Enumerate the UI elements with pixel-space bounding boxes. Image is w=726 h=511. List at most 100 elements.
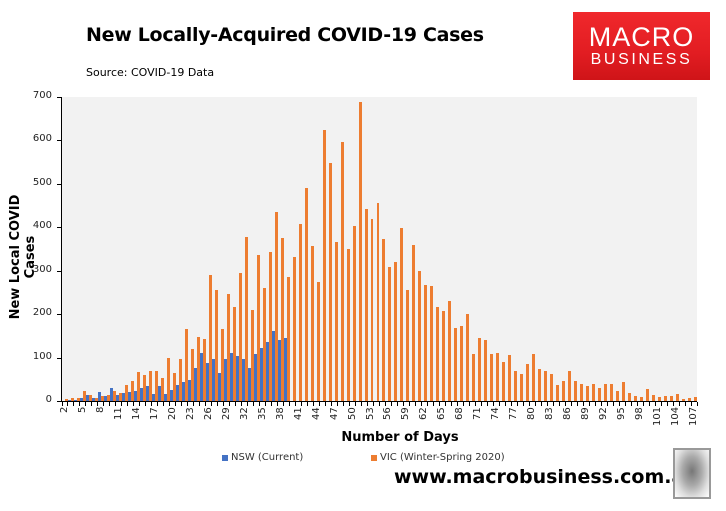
x-tick-mark xyxy=(115,402,117,406)
bar-vic xyxy=(424,284,428,401)
x-tick-mark xyxy=(187,402,189,406)
bar-vic xyxy=(136,371,140,401)
bar-nsw xyxy=(97,392,101,401)
bar-vic xyxy=(508,354,512,401)
bar-nsw xyxy=(115,394,119,401)
x-tick-mark xyxy=(337,402,339,406)
bar-nsw xyxy=(73,400,77,401)
x-tick-label: 95 xyxy=(616,407,628,420)
bar-vic xyxy=(502,361,506,401)
bar-vic xyxy=(226,293,230,401)
bar-nsw xyxy=(187,380,191,401)
bar-nsw xyxy=(139,387,143,401)
bar-vic xyxy=(496,352,500,401)
bar-vic xyxy=(88,395,92,401)
bar-vic xyxy=(358,102,362,401)
x-tick-mark xyxy=(510,402,512,406)
bar-nsw xyxy=(163,394,167,401)
bar-vic xyxy=(364,208,368,401)
bar-vic xyxy=(244,236,248,401)
bar-vic xyxy=(190,348,194,401)
x-tick-mark xyxy=(468,402,470,406)
x-tick-label: 89 xyxy=(580,407,592,420)
bar-nsw xyxy=(133,391,137,401)
bar-vic xyxy=(316,281,320,401)
bar-vic xyxy=(640,397,644,401)
bar-vic xyxy=(514,371,518,401)
y-tick-label: 400 xyxy=(32,220,52,232)
x-tick-mark xyxy=(474,402,476,406)
x-tick-mark xyxy=(402,402,404,406)
bar-vic xyxy=(460,326,464,401)
x-tick-label: 32 xyxy=(238,407,250,420)
bar-vic xyxy=(280,238,284,401)
x-tick-label: 50 xyxy=(346,407,358,420)
x-tick-mark xyxy=(540,402,542,406)
bar-nsw xyxy=(103,396,107,401)
bar-vic xyxy=(274,211,278,401)
bar-vic xyxy=(622,381,626,401)
x-tick-label: 38 xyxy=(274,407,286,420)
bar-nsw xyxy=(271,331,275,401)
y-tick-mark xyxy=(57,227,61,229)
x-tick-mark xyxy=(277,402,279,406)
x-tick-label: 59 xyxy=(400,407,412,420)
x-tick-mark xyxy=(91,402,93,406)
bar-vic xyxy=(196,336,200,401)
x-tick-label: 77 xyxy=(508,407,520,420)
y-tick-mark xyxy=(57,401,61,402)
x-tick-mark xyxy=(642,402,644,406)
bar-vic xyxy=(334,241,338,401)
x-tick-mark xyxy=(552,402,554,406)
y-tick-label: 600 xyxy=(32,133,52,145)
x-tick-mark xyxy=(67,402,69,406)
y-tick-mark xyxy=(57,314,61,316)
x-tick-mark xyxy=(127,402,129,406)
bar-vic xyxy=(646,388,650,401)
x-tick-mark xyxy=(313,402,315,406)
x-tick-mark xyxy=(480,402,482,406)
bar-vic xyxy=(172,372,176,401)
x-tick-label: 29 xyxy=(220,407,232,420)
y-tick-label: 500 xyxy=(32,176,52,188)
x-tick-mark xyxy=(546,402,548,406)
x-tick-label: 17 xyxy=(148,407,160,420)
bar-vic xyxy=(154,371,158,401)
bar-vic xyxy=(400,227,404,401)
x-tick-mark xyxy=(624,402,626,406)
x-tick-mark xyxy=(534,402,536,406)
bar-vic xyxy=(604,384,608,401)
x-tick-label: 41 xyxy=(292,407,304,420)
bar-vic xyxy=(106,394,110,401)
x-tick-label: 14 xyxy=(130,407,142,420)
x-tick-label: 2 xyxy=(58,406,70,413)
y-tick-mark xyxy=(57,140,61,142)
legend-swatch-nsw xyxy=(222,454,228,461)
bar-vic xyxy=(436,306,440,401)
legend-item-vic: VIC (Winter-Spring 2020) xyxy=(371,452,505,463)
chart-source: Source: COVID-19 Data xyxy=(86,66,215,79)
x-tick-mark xyxy=(265,402,267,406)
bar-vic xyxy=(628,393,632,401)
bar-vic xyxy=(250,309,254,401)
x-tick-label: 80 xyxy=(526,407,538,420)
x-tick-mark xyxy=(367,402,369,406)
x-tick-mark xyxy=(420,402,422,406)
x-tick-label: 23 xyxy=(184,407,196,420)
x-tick-mark xyxy=(235,402,237,406)
x-tick-mark xyxy=(355,402,357,406)
y-tick-mark xyxy=(57,97,61,98)
x-tick-mark xyxy=(349,402,351,406)
bar-vic xyxy=(412,244,416,401)
bar-nsw xyxy=(193,368,197,401)
website-url: www.macrobusiness.com.au xyxy=(394,466,698,488)
bar-nsw xyxy=(259,348,263,401)
bar-vic xyxy=(64,399,68,401)
x-tick-mark xyxy=(253,402,255,406)
x-tick-mark xyxy=(259,402,261,406)
x-tick-mark xyxy=(414,402,416,406)
bar-vic xyxy=(580,384,584,401)
bar-nsw xyxy=(151,394,155,401)
x-tick-mark xyxy=(486,402,488,406)
bar-nsw xyxy=(199,352,203,401)
